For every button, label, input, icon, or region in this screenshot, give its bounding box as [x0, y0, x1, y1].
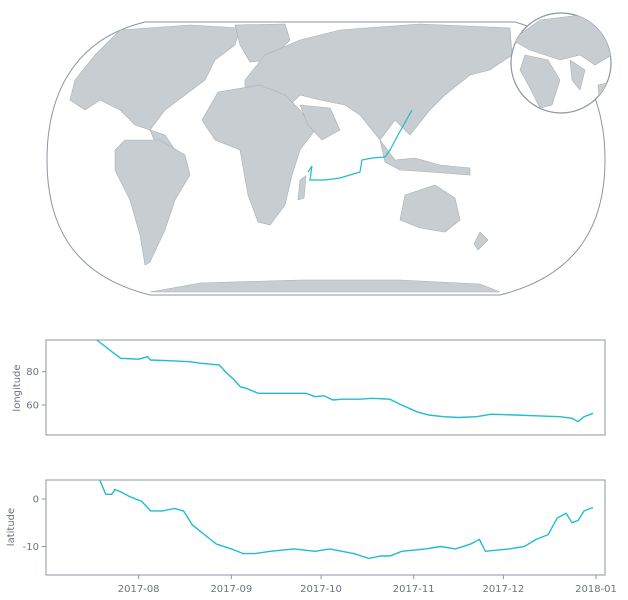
xtick-label: 2017-10: [300, 584, 342, 595]
xtick-label: 2017-08: [118, 584, 160, 595]
south-america: [114, 139, 191, 266]
xtick-label: 2017-11: [393, 584, 435, 595]
ytick-label: -10: [23, 542, 39, 553]
southeast-asia: [379, 139, 471, 176]
inset-globe: [510, 12, 612, 114]
track-route: [307, 109, 413, 181]
madagascar: [297, 175, 307, 201]
world-map: [46, 12, 612, 296]
longitude-series-line: [96, 339, 594, 423]
plot-frame: [45, 479, 606, 576]
new-zealand: [473, 231, 489, 251]
australia: [399, 184, 461, 233]
ytick-label: 60: [26, 401, 39, 412]
ylabel: longitude: [12, 364, 23, 411]
ylabel: latitude: [6, 508, 17, 546]
land-masses: [69, 23, 513, 293]
latitude-chart: latitude -10 0 2017-08 2017-09 2017-10 2017-…: [6, 479, 617, 595]
xtick-label: 2017-12: [482, 584, 524, 595]
africa: [201, 84, 316, 226]
plot-frame: [45, 339, 606, 436]
xtick-label: 2018-01: [575, 584, 617, 595]
eurasia: [244, 23, 513, 141]
arabia: [299, 104, 341, 141]
longitude-chart: longitude 60 80: [12, 339, 606, 436]
xtick-label: 2017-09: [210, 584, 252, 595]
ytick-label: 0: [33, 495, 39, 506]
ytick-label: 80: [26, 367, 39, 378]
antarctica: [149, 279, 501, 293]
latitude-series-line: [99, 479, 594, 560]
